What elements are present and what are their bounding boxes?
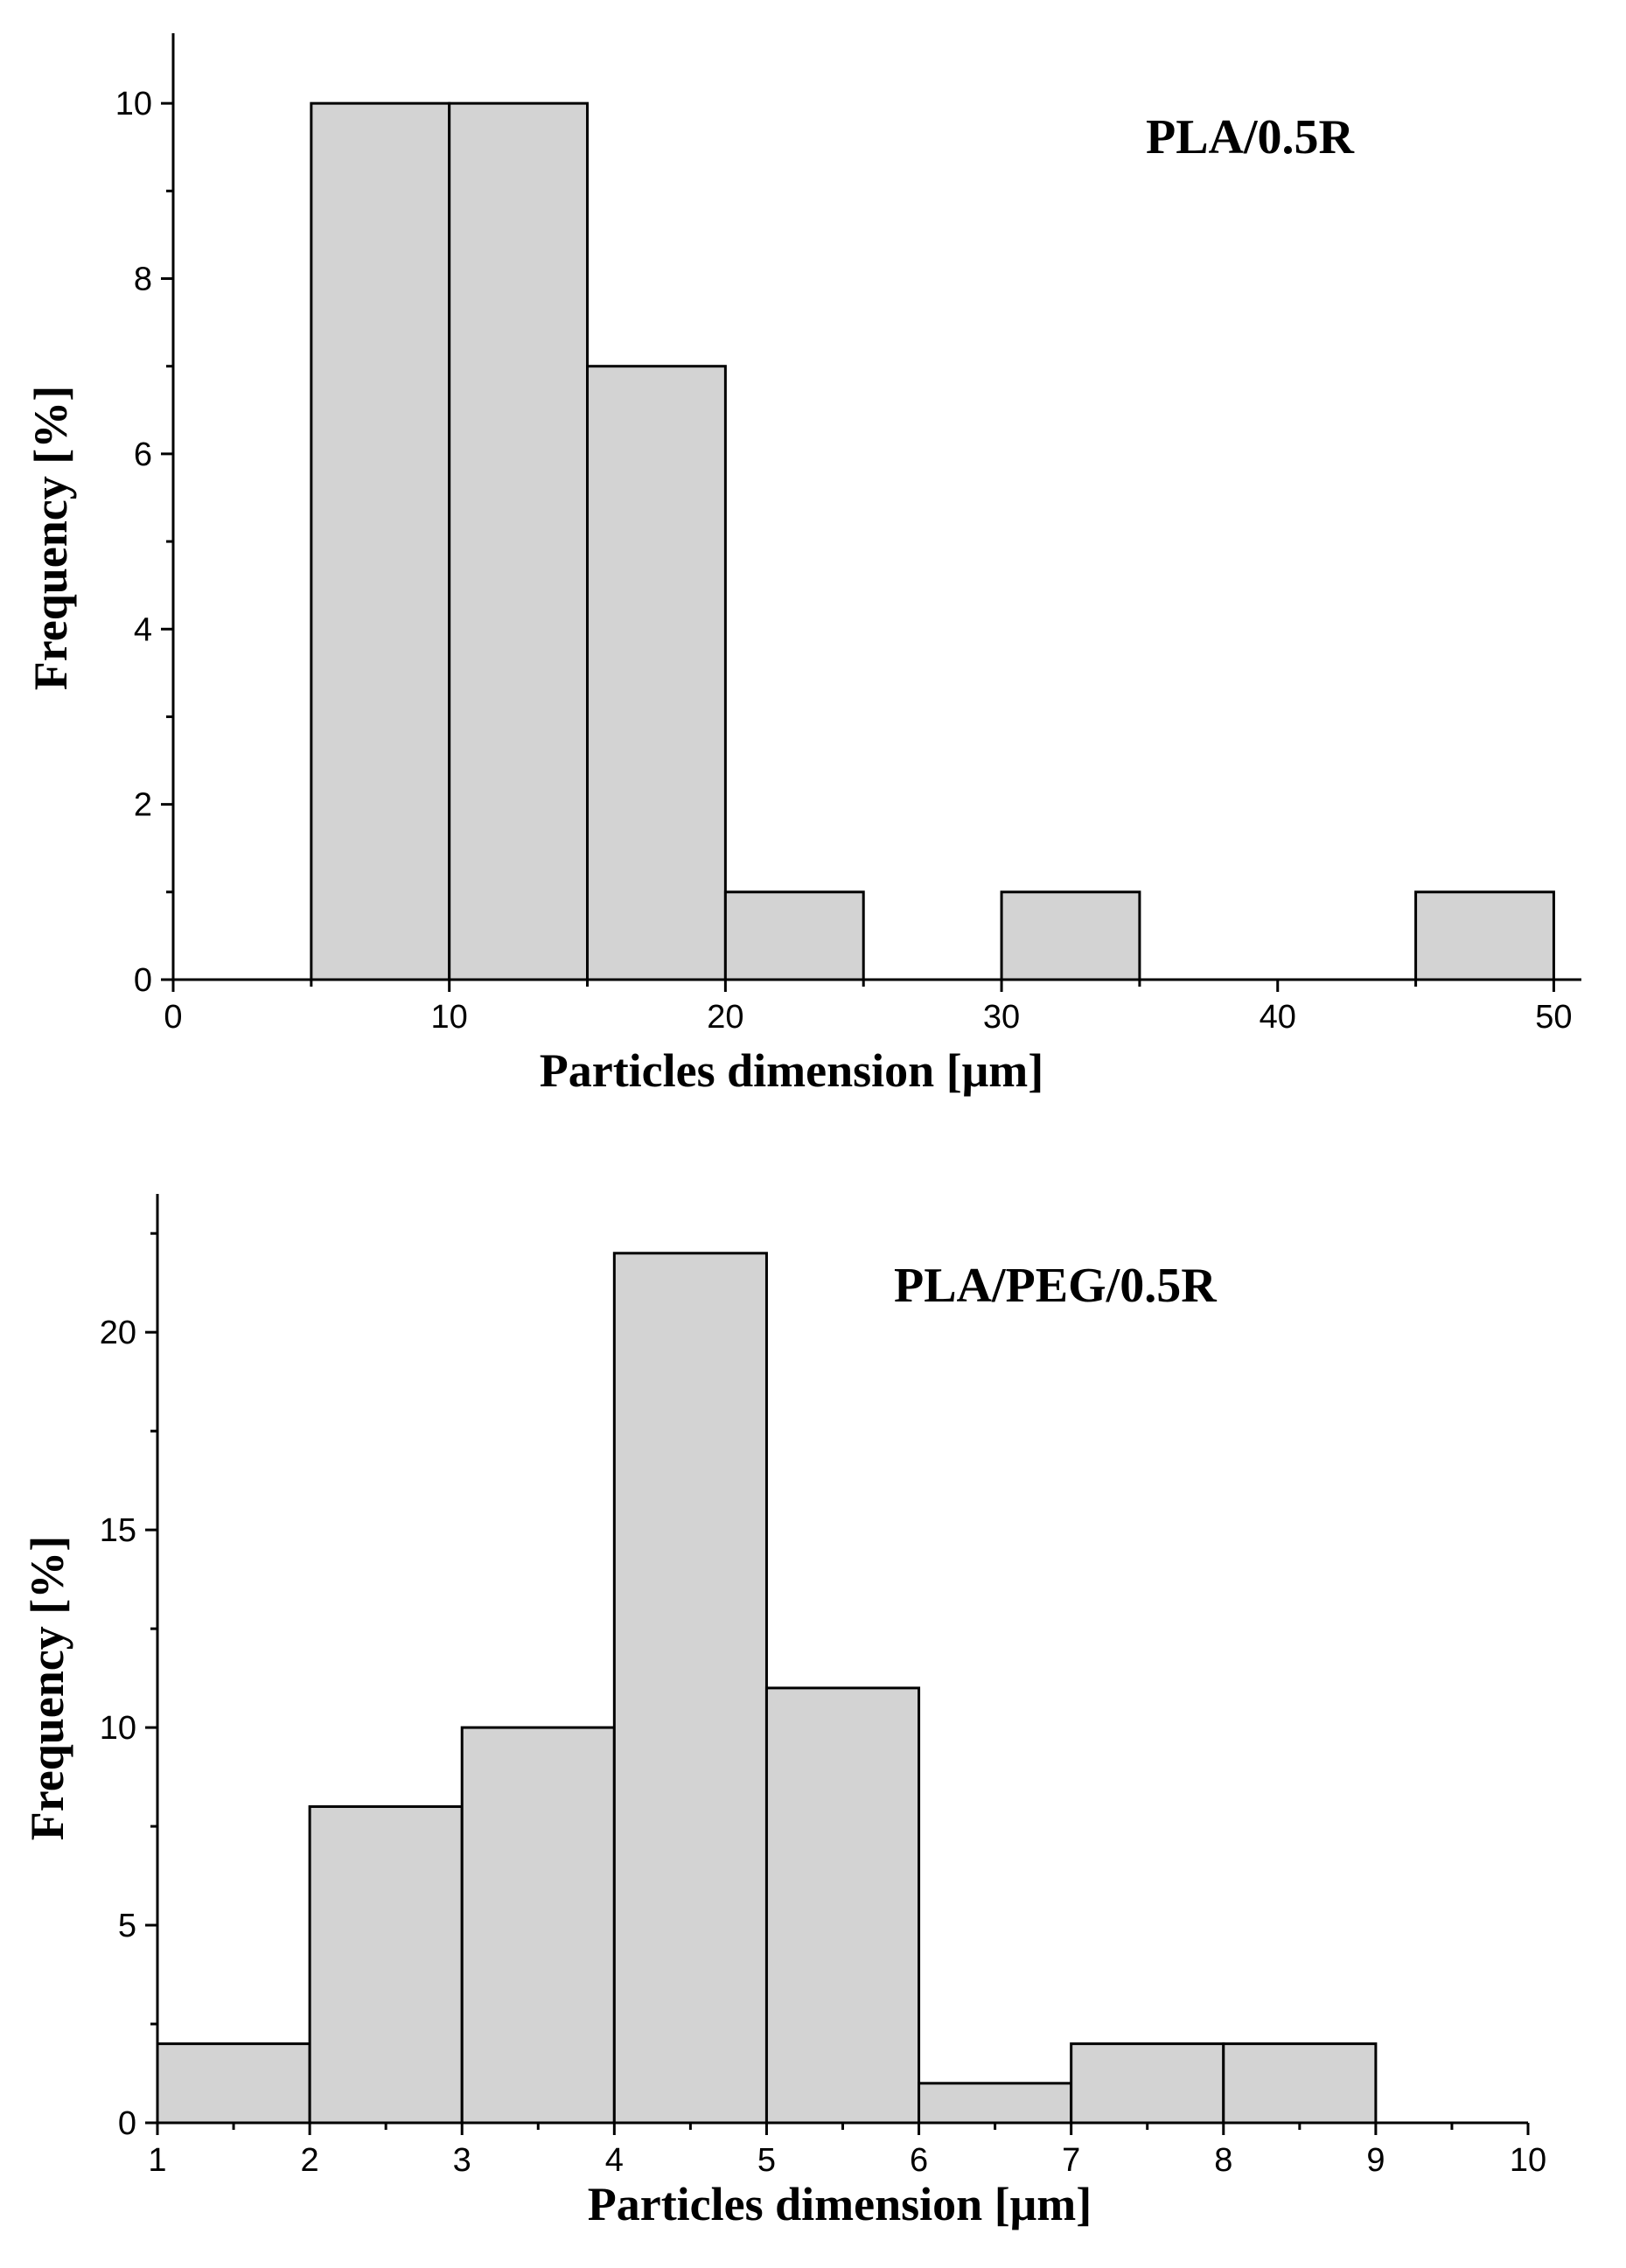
x-tick-label: 10 xyxy=(1510,2142,1546,2179)
bar-bin-0 xyxy=(156,2042,311,2125)
x-tick-label: 2 xyxy=(301,2142,319,2179)
panel-label: PLA/0.5R xyxy=(1146,110,1355,164)
x-tick-label: 0 xyxy=(164,999,182,1036)
x-tick-label: 1 xyxy=(148,2142,166,2179)
y-tick-label: 5 xyxy=(118,1908,136,1944)
x-tick-label: 40 xyxy=(1260,999,1296,1036)
x-tick-label: 30 xyxy=(983,999,1020,1036)
bar-bin-7 xyxy=(1222,2042,1378,2125)
x-tick-label: 10 xyxy=(431,999,468,1036)
bars-group xyxy=(156,1252,1378,2125)
x-tick-label: 20 xyxy=(707,999,743,1036)
x-tick-label: 5 xyxy=(757,2142,776,2179)
x-tick-label: 7 xyxy=(1062,2142,1080,2179)
x-tick-label: 50 xyxy=(1535,999,1572,1036)
bar-bin-4 xyxy=(764,1686,921,2125)
ticks-group: 0 10 20 30 40 50 0 2 4 6 8 10 xyxy=(115,86,1573,1036)
y-tick-label: 2 xyxy=(134,787,152,824)
y-axis-title: Frequency [%] xyxy=(21,1536,73,1840)
bar-bin-1 xyxy=(308,1804,464,2125)
y-tick-label: 10 xyxy=(115,86,152,122)
x-axis-title: Particles dimension [μm] xyxy=(588,2178,1092,2230)
x-tick-label: 3 xyxy=(453,2142,471,2179)
bar-bin-4 xyxy=(1000,890,1141,981)
y-tick-label: 8 xyxy=(134,262,152,298)
y-tick-label: 15 xyxy=(100,1512,136,1549)
y-axis-title: Frequency [%] xyxy=(24,386,77,690)
y-tick-label: 0 xyxy=(134,962,152,999)
y-tick-label: 10 xyxy=(100,1710,136,1747)
ticks-group: 1 2 3 4 5 6 7 8 9 10 0 5 10 15 20 xyxy=(100,1232,1546,2179)
x-tick-label: 6 xyxy=(910,2142,928,2179)
histogram-pla-peg-0-5r: 1 2 3 4 5 6 7 8 9 10 0 5 10 15 20 PLA/PEG/0.5R Particl… xyxy=(21,1194,1546,2230)
panel-label: PLA/PEG/0.5R xyxy=(894,1259,1217,1313)
histogram-pla-0-5r: 0 10 20 30 40 50 0 2 4 6 8 10 PLA/0.5R Particles di… xyxy=(24,33,1581,1097)
bar-bin-5 xyxy=(918,2082,1073,2125)
x-tick-label: 9 xyxy=(1366,2142,1385,2179)
bar-bin-2 xyxy=(586,365,727,981)
x-tick-label: 8 xyxy=(1214,2142,1232,2179)
x-axis-title: Particles dimension [μm] xyxy=(540,1044,1044,1097)
bar-bin-2 xyxy=(460,1726,616,2125)
bar-bin-5 xyxy=(1414,890,1555,981)
x-tick-label: 4 xyxy=(605,2142,624,2179)
bar-bin-0 xyxy=(310,101,451,981)
y-tick-label: 6 xyxy=(134,436,152,473)
bars-group xyxy=(310,101,1555,981)
y-tick-label: 4 xyxy=(134,611,152,648)
y-tick-label: 0 xyxy=(118,2105,136,2142)
bar-bin-1 xyxy=(448,101,590,981)
bar-bin-3 xyxy=(612,1252,768,2125)
y-tick-label: 20 xyxy=(100,1315,136,1351)
bar-bin-3 xyxy=(723,890,865,981)
bar-bin-6 xyxy=(1070,2042,1225,2125)
